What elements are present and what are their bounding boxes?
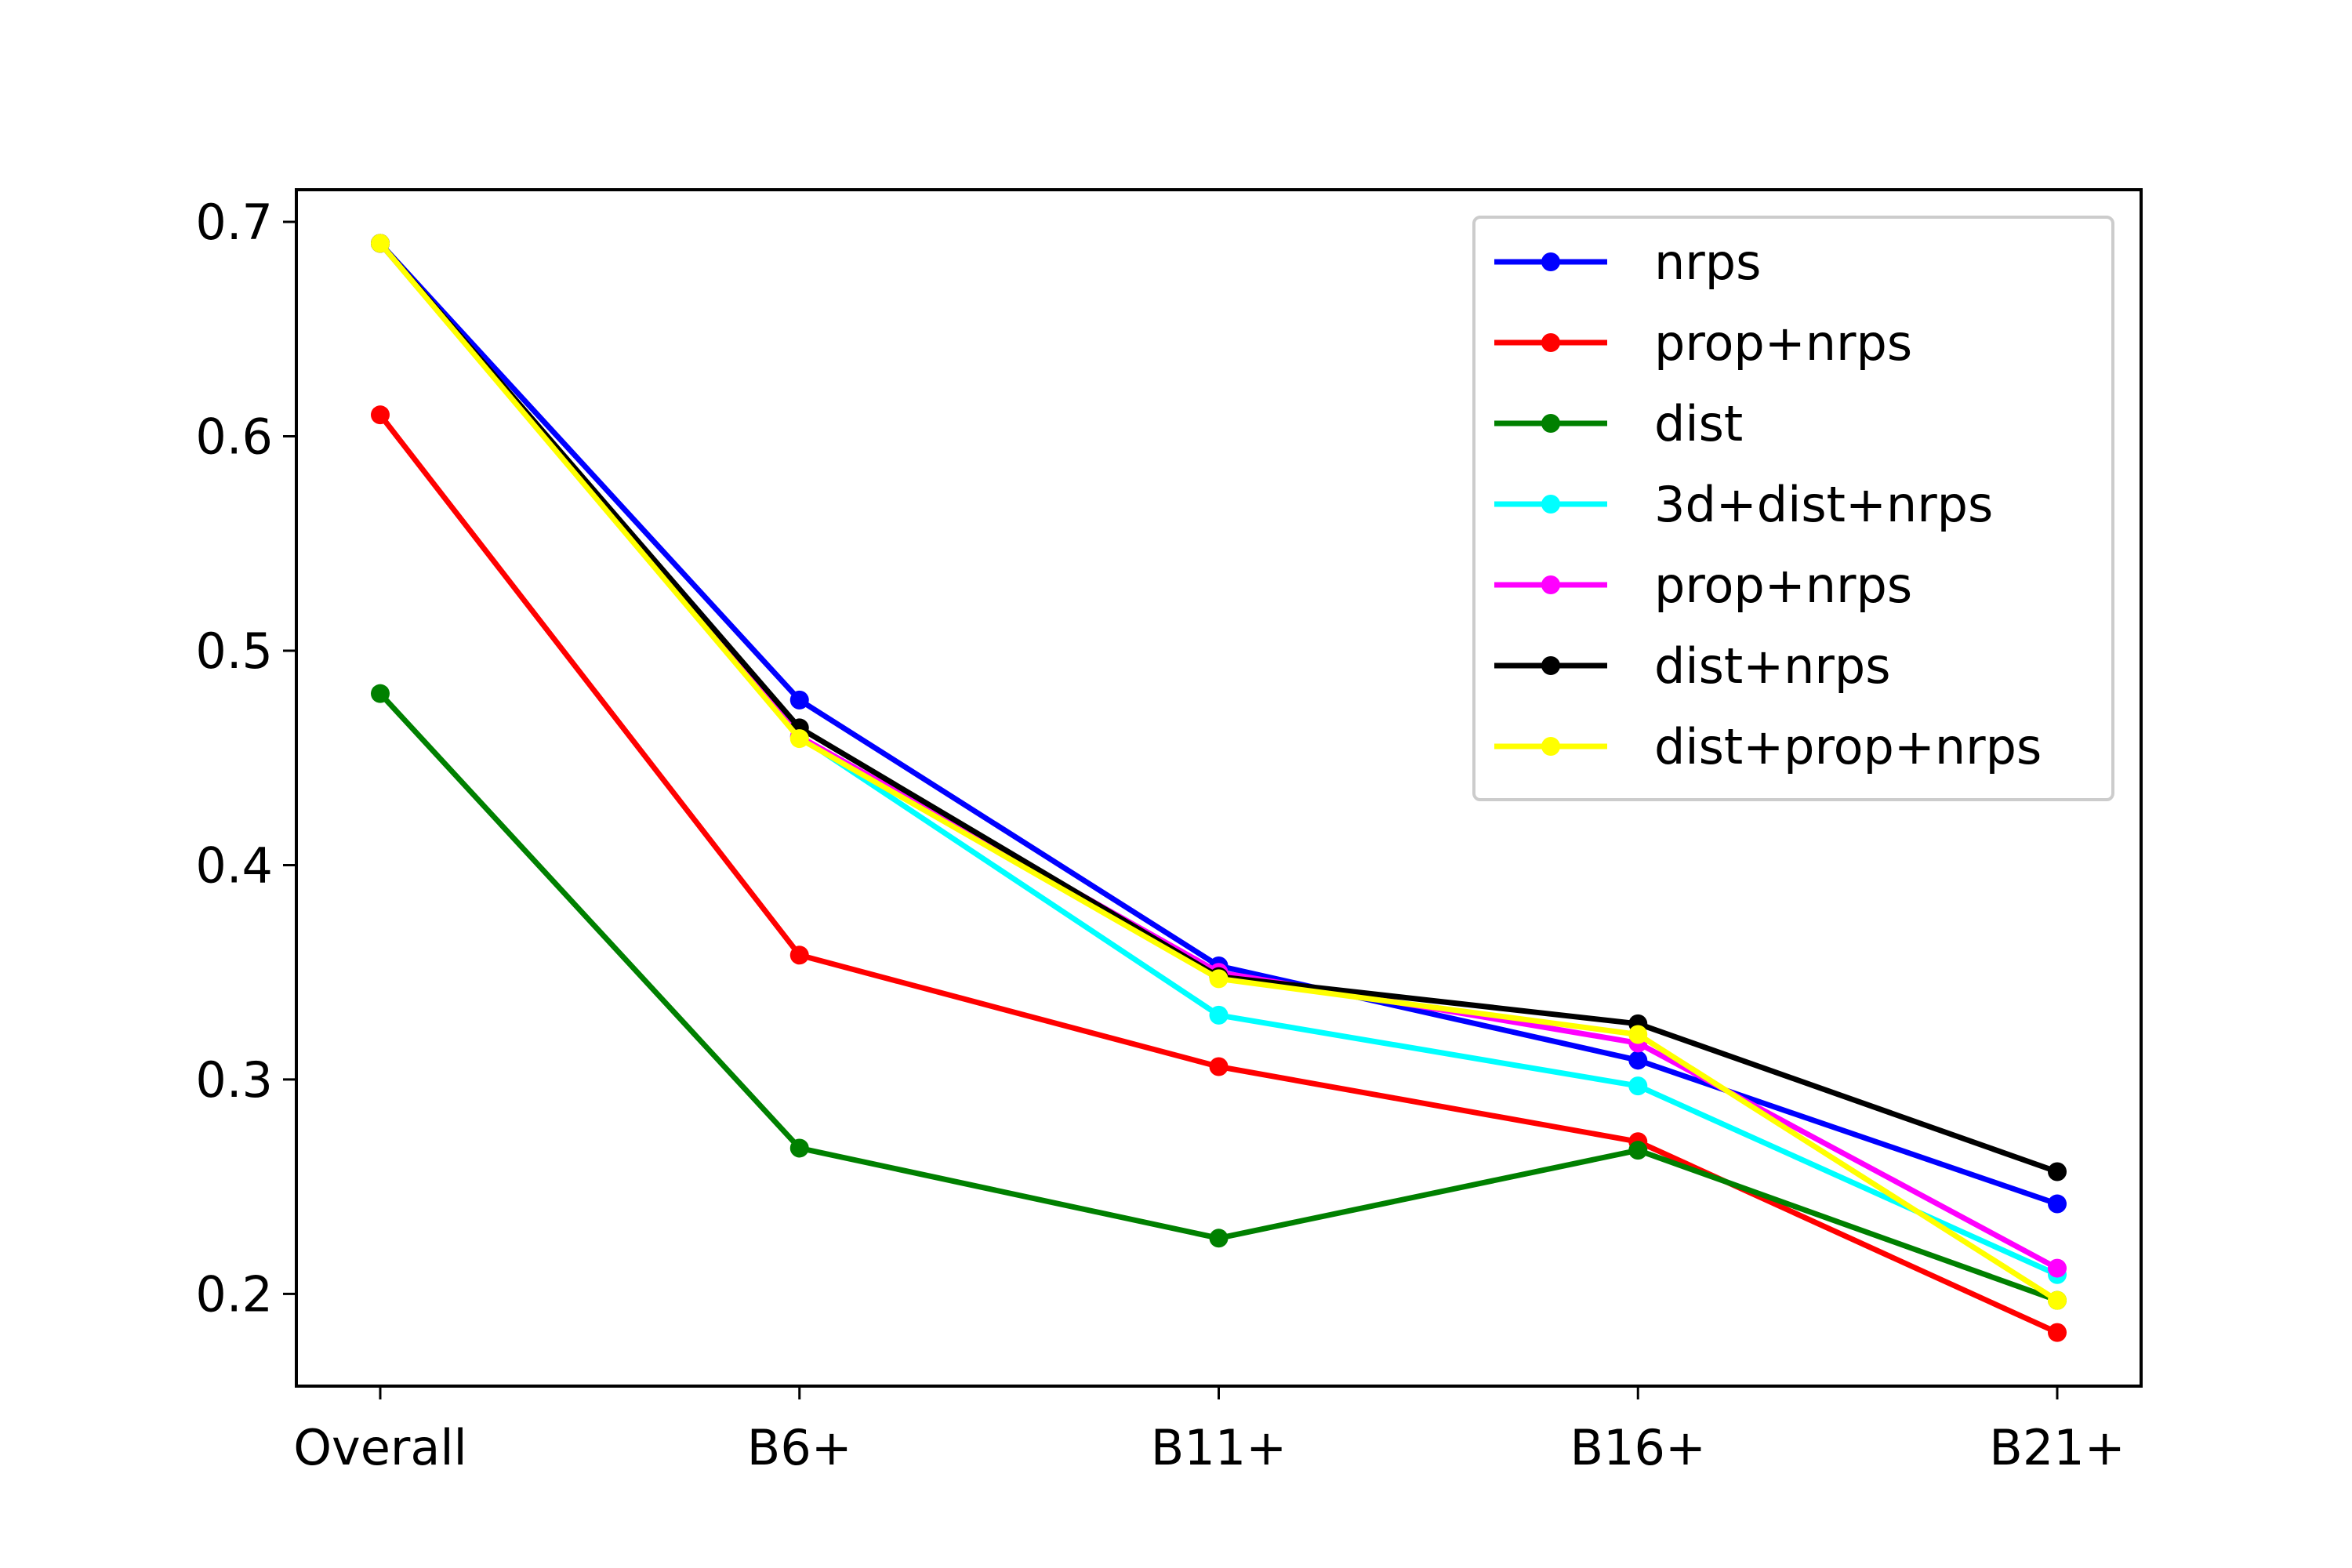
y-tick-label: 0.5 xyxy=(195,622,273,680)
x-tick-label: Overall xyxy=(293,1419,467,1476)
series-6 xyxy=(371,234,2067,1310)
data-point xyxy=(1628,1076,1648,1096)
y-tick-label: 0.3 xyxy=(195,1051,273,1109)
series-1 xyxy=(371,405,2067,1342)
y-tick-label: 0.7 xyxy=(195,194,273,251)
x-tick-label: B16+ xyxy=(1570,1419,1706,1476)
legend-entry: prop+nrps xyxy=(1494,557,1912,614)
legend-entry: nrps xyxy=(1494,234,1761,291)
legend-label: 3d+dist+nrps xyxy=(1654,476,1993,533)
data-point xyxy=(789,729,809,749)
legend-label: dist+prop+nrps xyxy=(1654,718,2042,775)
data-point xyxy=(2048,1258,2067,1278)
y-tick-label: 0.2 xyxy=(195,1265,273,1323)
legend-marker xyxy=(1541,252,1560,271)
legend-label: prop+nrps xyxy=(1654,314,1912,372)
data-point xyxy=(371,684,390,703)
legend-entry: dist xyxy=(1494,395,1743,452)
x-tick-label: B21+ xyxy=(1989,1419,2125,1476)
data-point xyxy=(2048,1194,2067,1214)
data-point xyxy=(1628,1025,1648,1044)
data-point xyxy=(789,690,809,710)
y-tick-label: 0.4 xyxy=(195,837,273,894)
legend-entry: dist+nrps xyxy=(1494,637,1891,695)
data-point xyxy=(1209,1005,1229,1025)
legend-label: prop+nrps xyxy=(1654,557,1912,614)
legend-marker xyxy=(1541,414,1560,433)
x-tick-label: B6+ xyxy=(747,1419,852,1476)
legend-entry: dist+prop+nrps xyxy=(1494,718,2042,775)
data-point xyxy=(2048,1323,2067,1342)
legend-marker xyxy=(1541,656,1560,675)
axes-layer: Overall B6+ B11+ B16+ B21+ 0.2 0.3 0.4 0.5 0.6 0.7 xyxy=(195,194,2125,1476)
legend-marker xyxy=(1541,495,1560,514)
legend-entry: 3d+dist+nrps xyxy=(1494,476,1993,533)
series-layer xyxy=(371,234,2067,1342)
data-point xyxy=(789,946,809,965)
legend: nrps prop+nrps dist 3d+dist+nrps prop+nrps di… xyxy=(1472,216,2114,801)
data-point xyxy=(1209,969,1229,989)
data-point xyxy=(371,234,390,253)
legend-box xyxy=(1472,216,2114,801)
data-point xyxy=(2048,1162,2067,1181)
y-tick-label: 0.6 xyxy=(195,408,273,465)
data-point xyxy=(1628,1051,1648,1070)
data-point xyxy=(1628,1141,1648,1160)
data-point xyxy=(789,1138,809,1158)
data-point xyxy=(1209,1229,1229,1248)
data-point xyxy=(1209,1057,1229,1076)
legend-marker xyxy=(1541,737,1560,756)
legend-label: nrps xyxy=(1654,234,1761,291)
data-point xyxy=(371,405,390,425)
x-tick-label: B11+ xyxy=(1151,1419,1287,1476)
legend-label: dist+nrps xyxy=(1654,637,1891,695)
legend-entry: prop+nrps xyxy=(1494,314,1912,372)
legend-marker xyxy=(1541,575,1560,594)
legend-label: dist xyxy=(1654,395,1743,452)
legend-marker xyxy=(1541,333,1560,352)
data-point xyxy=(2048,1290,2067,1310)
